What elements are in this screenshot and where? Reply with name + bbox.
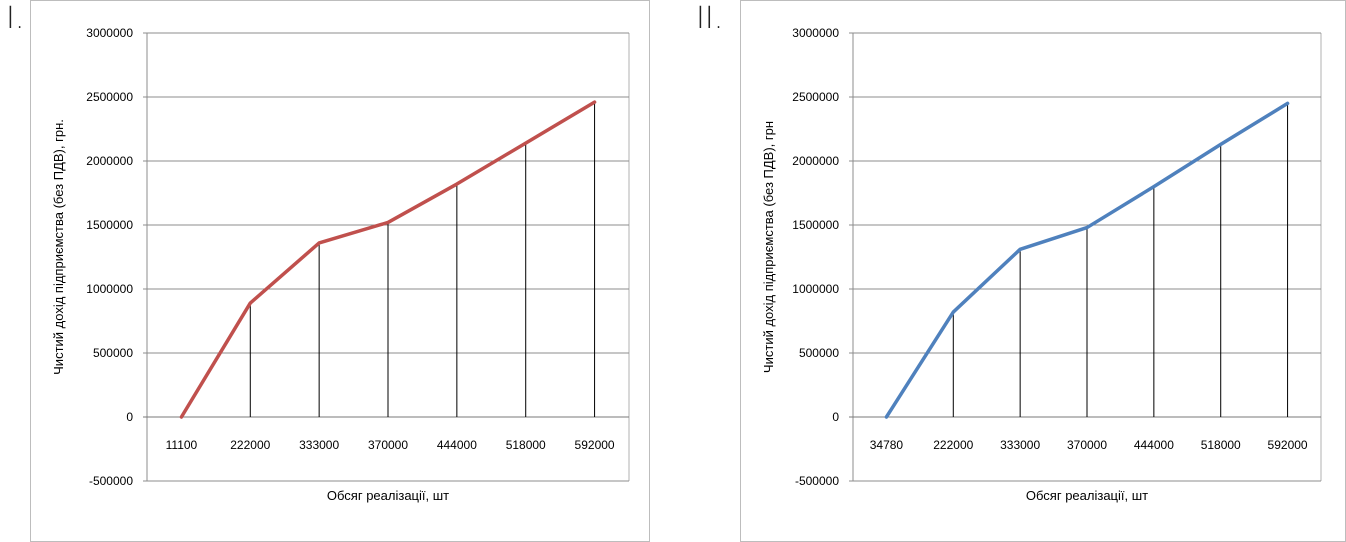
- x-tick-label: 370000: [1067, 438, 1107, 452]
- line-chart-2: 3000000 2500000 2000000 1500000 1000000 50000…: [761, 26, 1322, 503]
- y-tick-label: 0: [832, 410, 839, 424]
- chart-label-1: I.: [6, 1, 25, 36]
- series-line: [179, 100, 597, 419]
- series-line: [884, 101, 1290, 419]
- x-tick-label: 518000: [506, 438, 546, 452]
- y-tick-label: 2500000: [86, 90, 133, 104]
- y-tick-label: 500000: [799, 346, 839, 360]
- y-tick-label: 2000000: [792, 154, 839, 168]
- y-tick-label: 2500000: [792, 90, 839, 104]
- y-tick-label: 500000: [93, 346, 133, 360]
- y-tick-label: 3000000: [792, 26, 839, 40]
- y-tick-label: 1500000: [86, 218, 133, 232]
- x-tick-label: 592000: [1268, 438, 1308, 452]
- y-tick-label: 1000000: [792, 282, 839, 296]
- y-tick-label: 2000000: [86, 154, 133, 168]
- chart-label-2: II.: [696, 1, 724, 36]
- y-axis-title: Чистий дохід підприємства (без ПДВ), грн…: [51, 119, 66, 375]
- y-tick-label: -500000: [795, 474, 839, 488]
- x-tick-label: 444000: [437, 438, 477, 452]
- x-tick-label: 11100: [166, 438, 198, 452]
- x-tick-label: 222000: [230, 438, 270, 452]
- x-tick-label: 370000: [368, 438, 408, 452]
- y-tick-label: -500000: [89, 474, 133, 488]
- chart-panel-2: 3000000 2500000 2000000 1500000 1000000 50000…: [740, 0, 1346, 542]
- x-tick-label: 34780: [870, 438, 904, 452]
- y-axis-title: Чистий дохід підприємства (без ПДВ), грн: [761, 121, 776, 373]
- x-tick-label: 444000: [1134, 438, 1174, 452]
- chart-panel-1: 3000000 2500000 2000000 1500000 1000000 50000…: [30, 0, 650, 542]
- x-tick-label: 222000: [933, 438, 973, 452]
- line-chart-1: 3000000 2500000 2000000 1500000 1000000 50000…: [51, 26, 630, 503]
- y-tick-label: 3000000: [86, 26, 133, 40]
- y-tick-label: 1500000: [792, 218, 839, 232]
- x-axis-title: Обсяг реалізації, шт: [1026, 488, 1148, 503]
- x-tick-label: 333000: [299, 438, 339, 452]
- y-tick-label: 1000000: [86, 282, 133, 296]
- x-tick-label: 518000: [1201, 438, 1241, 452]
- x-tick-label: 592000: [575, 438, 615, 452]
- x-tick-label: 333000: [1000, 438, 1040, 452]
- y-tick-label: 0: [126, 410, 133, 424]
- x-axis-title: Обсяг реалізації, шт: [327, 488, 449, 503]
